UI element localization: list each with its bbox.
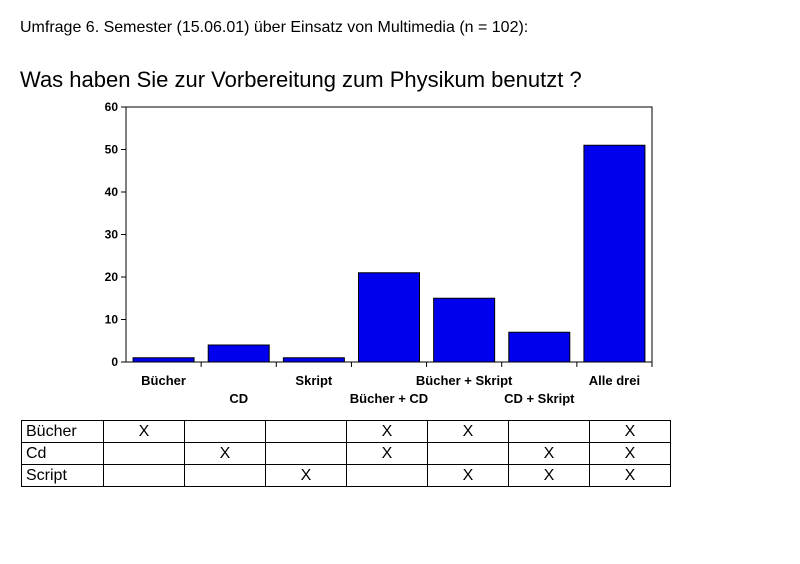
bar — [282, 357, 345, 363]
matrix-cell — [265, 442, 347, 465]
y-tick-label: 60 — [105, 100, 119, 114]
matrix-row-label: Bücher — [21, 420, 104, 443]
x-category-label: Skript — [295, 373, 333, 388]
matrix-cell — [103, 464, 185, 487]
matrix-row-label: Cd — [21, 442, 104, 465]
x-category-label: Alle drei — [589, 373, 640, 388]
matrix-cell: X — [427, 464, 509, 487]
matrix-cell: X — [346, 442, 428, 465]
matrix-cell — [346, 464, 428, 487]
x-category-label: Bücher — [141, 373, 186, 388]
matrix-cell: X — [589, 464, 671, 487]
matrix-cell: X — [589, 442, 671, 465]
matrix-cell — [184, 464, 266, 487]
y-tick-label: 20 — [105, 270, 119, 284]
bar — [358, 272, 420, 363]
survey-subtitle: Umfrage 6. Semester (15.06.01) über Eins… — [20, 19, 529, 36]
matrix-cell: X — [265, 464, 347, 487]
bar — [132, 357, 195, 363]
matrix-row: Script X X X X — [21, 464, 671, 487]
y-tick-label: 0 — [111, 355, 118, 369]
matrix-cell: X — [103, 420, 185, 443]
y-tick-label: 10 — [105, 313, 119, 327]
y-tick-label: 50 — [105, 143, 119, 157]
bar — [433, 297, 496, 363]
x-category-label: Bücher + CD — [350, 391, 428, 406]
bar — [508, 331, 571, 363]
x-category-label: CD + Skript — [504, 391, 575, 406]
bar — [583, 144, 646, 363]
usage-matrix-table: Bücher X X X X Cd X X X X Script X X X X — [21, 420, 671, 487]
bar — [207, 344, 270, 363]
matrix-cell: X — [427, 420, 509, 443]
matrix-cell: X — [508, 464, 590, 487]
chart-title: Was haben Sie zur Vorbereitung zum Physi… — [20, 67, 582, 92]
matrix-row-label: Script — [21, 464, 104, 487]
matrix-cell: X — [346, 420, 428, 443]
matrix-cell — [265, 420, 347, 443]
matrix-cell — [184, 420, 266, 443]
x-category-label: CD — [229, 391, 248, 406]
matrix-row: Bücher X X X X — [21, 420, 671, 443]
matrix-cell: X — [508, 442, 590, 465]
matrix-cell: X — [184, 442, 266, 465]
matrix-cell — [427, 442, 509, 465]
bar-chart: 0 10 20 30 40 50 60 Bücher CD Skript Bücher + CD Bü… — [105, 100, 653, 406]
y-tick-label: 40 — [105, 185, 119, 199]
matrix-cell — [103, 442, 185, 465]
matrix-cell: X — [589, 420, 671, 443]
matrix-row: Cd X X X X — [21, 442, 671, 465]
y-tick-label: 30 — [105, 228, 119, 242]
x-category-label: Bücher + Skript — [416, 373, 513, 388]
matrix-cell — [508, 420, 590, 443]
